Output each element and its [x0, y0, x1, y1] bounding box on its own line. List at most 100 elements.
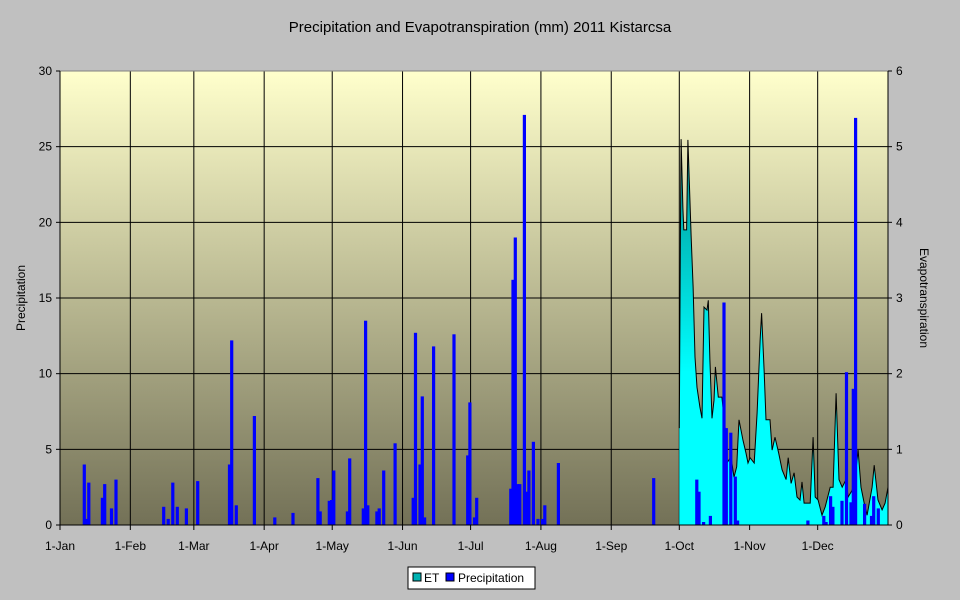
- precipitation-bar: [872, 496, 876, 525]
- legend-label-precipitation: Precipitation: [458, 571, 524, 585]
- precipitation-bar: [348, 458, 352, 525]
- precipitation-bar: [418, 464, 422, 525]
- precipitation-bar: [466, 455, 470, 525]
- y2-tick-label: 3: [896, 291, 903, 305]
- precipitation-bar: [114, 479, 118, 525]
- precipitation-bar: [822, 515, 826, 525]
- precipitation-bar: [736, 520, 740, 525]
- precipitation-bar: [330, 500, 334, 525]
- x-tick-label: 1-May: [316, 539, 349, 553]
- precipitation-bar: [252, 416, 256, 525]
- legend-label-et: ET: [424, 571, 440, 585]
- precipitation-bar: [375, 511, 379, 525]
- precipitation-bar: [708, 515, 712, 525]
- precipitation-bar: [423, 517, 427, 525]
- precipitation-bar: [100, 497, 104, 525]
- precipitation-bar: [472, 517, 477, 525]
- precipitation-bar: [652, 478, 656, 525]
- y-tick-label: 30: [39, 64, 53, 78]
- precipitation-bar: [516, 484, 520, 525]
- x-tick-label: 1-Jun: [388, 539, 418, 553]
- precipitation-bar: [540, 518, 545, 525]
- precipitation-bar: [196, 481, 200, 525]
- y2-tick-label: 5: [896, 140, 903, 154]
- precipitation-bar: [851, 388, 855, 525]
- y-tick-label: 10: [39, 367, 53, 381]
- precipitation-bar: [525, 491, 529, 525]
- precipitation-bar: [511, 279, 515, 525]
- precipitation-bar: [876, 508, 880, 525]
- x-tick-label: 1-Mar: [178, 539, 209, 553]
- y2-tick-label: 0: [896, 518, 903, 532]
- precipitation-bar: [840, 500, 844, 525]
- precipitation-bar: [175, 506, 179, 525]
- precipitation-bar: [824, 522, 828, 525]
- x-tick-label: 1-Jul: [458, 539, 484, 553]
- y2-tick-label: 4: [896, 215, 903, 229]
- x-tick-label: 1-Nov: [734, 539, 766, 553]
- precipitation-bar: [364, 320, 368, 525]
- precipitation-bar: [316, 478, 320, 525]
- precipitation-bar: [475, 497, 479, 525]
- precipitation-bar: [109, 508, 114, 525]
- precipitation-bar: [829, 496, 833, 525]
- x-tick-label: 1-Oct: [665, 539, 695, 553]
- precipitation-bar: [733, 476, 737, 525]
- precipitation-bar: [411, 497, 415, 525]
- x-tick-label: 1-Jan: [45, 539, 75, 553]
- et-area: [679, 139, 888, 525]
- x-tick-label: 1-Feb: [115, 539, 147, 553]
- y-tick-label: 25: [39, 140, 53, 154]
- precipitation-bar: [377, 508, 381, 525]
- precipitation-bar: [729, 432, 733, 525]
- precipitation-bar: [230, 340, 234, 525]
- y-axis-label: Precipitation: [14, 265, 28, 331]
- precipitation-bar: [724, 428, 728, 525]
- legend-swatch-precipitation: [445, 572, 455, 582]
- precipitation-bar: [432, 346, 436, 525]
- precipitation-bar: [863, 503, 867, 525]
- precipitation-bar: [509, 488, 513, 525]
- precipitation-bar: [722, 302, 726, 525]
- precipitation-bar: [85, 518, 89, 525]
- precipitation-bar: [849, 502, 853, 525]
- precipitation-bar: [522, 114, 526, 526]
- precipitation-bar: [806, 520, 810, 525]
- precipitation-bar: [413, 332, 418, 525]
- precipitation-bar: [695, 479, 699, 525]
- precipitation-bar: [844, 372, 849, 525]
- y-tick-label: 0: [45, 518, 52, 532]
- precipitation-bar: [831, 506, 835, 525]
- precipitation-bar: [452, 334, 456, 525]
- y2-tick-label: 1: [896, 442, 903, 456]
- precipitation-bar: [697, 491, 701, 525]
- precipitation-bar: [184, 508, 188, 525]
- precipitation-bar: [420, 396, 424, 525]
- x-tick-label: 1-Aug: [525, 539, 557, 553]
- legend-box: [407, 566, 536, 590]
- precipitation-bar: [361, 508, 365, 525]
- precipitation-bar: [382, 470, 386, 525]
- precipitation-bar: [854, 117, 858, 526]
- x-tick-label: 1-Apr: [249, 539, 278, 553]
- legend: ET Precipitation: [407, 566, 536, 590]
- precipitation-bar: [345, 511, 349, 525]
- y-tick-label: 15: [39, 291, 53, 305]
- precipitation-bar: [556, 463, 560, 525]
- precipitation-bar: [366, 505, 370, 525]
- chart-title: Precipitation and Evapotranspiration (mm…: [289, 19, 672, 36]
- y2-tick-label: 6: [896, 64, 903, 78]
- precipitation-bar: [869, 515, 874, 525]
- precipitation-bar: [393, 443, 397, 525]
- precipitation-bar: [332, 470, 336, 525]
- y-tick-label: 20: [39, 215, 53, 229]
- y-tick-label: 5: [45, 442, 52, 456]
- precipitation-bar: [318, 511, 322, 525]
- precipitation-bar: [536, 518, 540, 525]
- precipitation-bar: [82, 464, 86, 525]
- precipitation-bar: [87, 482, 91, 525]
- precipitation-bar: [227, 464, 232, 525]
- y2-tick-label: 2: [896, 367, 903, 381]
- y2-axis-label: Evapotranspiration: [917, 248, 931, 348]
